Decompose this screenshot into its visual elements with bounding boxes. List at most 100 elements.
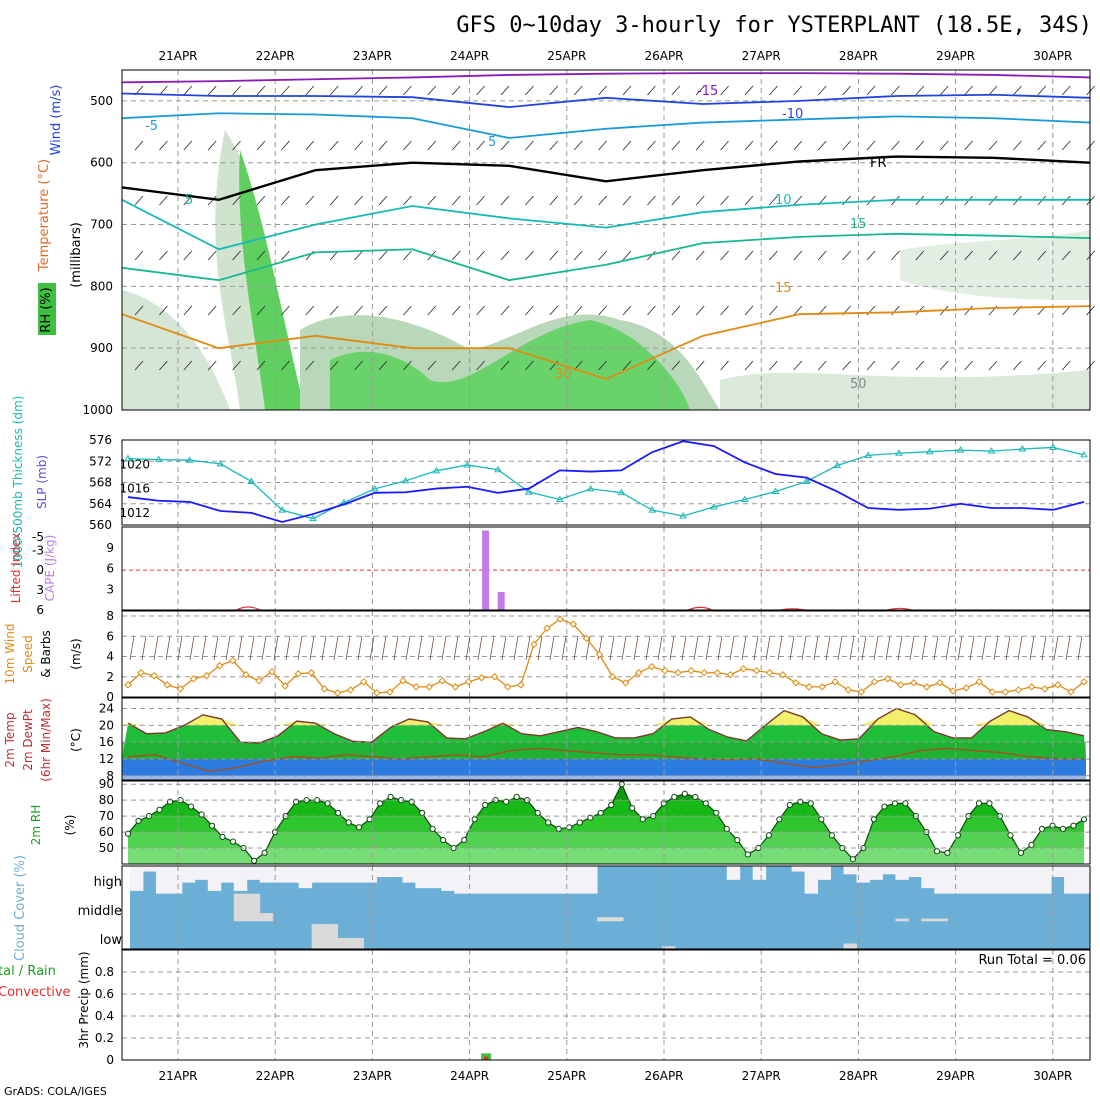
cloud-cell [921, 918, 935, 922]
panel-frame [121, 949, 1091, 1061]
wind-barb [573, 635, 579, 661]
wind-barb [249, 635, 255, 661]
wind-barb [988, 360, 998, 371]
wind-barb [403, 360, 412, 371]
x-tick-label: 24APR [450, 1069, 489, 1083]
rh-marker [671, 793, 678, 801]
wind-barb [354, 250, 363, 261]
wind-speed-marker [936, 679, 944, 687]
wind-barb [329, 305, 339, 316]
wind-barb [1013, 85, 1022, 96]
wind-barb [354, 140, 363, 151]
wind-speed-marker [373, 689, 381, 697]
cloud-cell [895, 918, 909, 922]
wind-barb [621, 635, 627, 661]
thickness-marker [494, 465, 502, 473]
lifted-index-bump [236, 606, 261, 611]
wind-barb [153, 635, 159, 661]
wind-barb [671, 140, 681, 151]
wind-barb [647, 360, 656, 371]
wind-barb [281, 140, 290, 151]
wind-barb [598, 360, 607, 371]
wind-speed-marker [202, 672, 211, 680]
wind-barb [964, 140, 973, 151]
ylabel-rh: RH (%) [39, 287, 54, 332]
wind-barb [1013, 360, 1022, 371]
panel-frame [121, 526, 1091, 611]
isotherm-m15 [121, 72, 1091, 84]
wind-barb [695, 195, 705, 206]
rh-marker [818, 816, 825, 823]
wind-barb [134, 140, 144, 151]
wind-barb [403, 140, 412, 151]
wind-speed-marker [975, 678, 983, 686]
wind-barb [451, 360, 461, 371]
wind-barb [622, 85, 632, 96]
ylabel-wind10m-units: (m/s) [69, 638, 83, 669]
wind-barb [817, 140, 827, 151]
cloud-cell [1064, 866, 1078, 894]
rh-marker [440, 836, 447, 844]
x-axis-bottom: 21APR 22APR 23APR 24APR 25APR 26APR 27APR 28APR… [158, 1069, 1072, 1083]
wind-speed-marker [530, 640, 538, 649]
wind-speed-marker [176, 685, 185, 693]
thickness-marker [463, 460, 472, 468]
thickness-marker [185, 456, 194, 463]
wind-barb [964, 250, 973, 261]
wind-speed-marker [752, 666, 761, 675]
cape-bar [497, 592, 505, 610]
y-tick-label: 16 [99, 735, 114, 749]
wind-speed-marker [635, 669, 643, 677]
cloud-cell [376, 866, 390, 878]
wind-barb [647, 305, 656, 316]
wind-barb [866, 85, 876, 96]
rh-marker [702, 800, 709, 807]
y-tick-label: 60 [99, 825, 114, 839]
y-tick-label: 0.2 [95, 1031, 114, 1045]
cloud-cell [895, 866, 909, 880]
rh-marker [629, 805, 636, 812]
wind-speed-marker [307, 669, 316, 677]
y-tick-label: 572 [89, 454, 112, 468]
wind-speed-marker [674, 669, 682, 677]
rh-marker [734, 836, 741, 844]
panel-frame [121, 780, 1091, 865]
cloud-cell [843, 943, 857, 949]
cloud-cell [999, 866, 1013, 894]
wind-speed-marker [412, 683, 420, 691]
cloud-cell [272, 866, 287, 883]
thickness-marker [617, 488, 626, 496]
wind-barb [769, 140, 778, 151]
wind-barb [549, 140, 559, 151]
wind-speed-marker [556, 615, 564, 623]
wind-speed-marker [320, 685, 329, 693]
panels: 21APR 22APR 23APR 24APR 25APR 26APR 27APR 28APR… [0, 49, 1095, 1083]
thickness-marker [401, 476, 410, 484]
wind-barb [329, 140, 339, 151]
wind-barb [354, 305, 363, 316]
wind-barb [256, 305, 266, 316]
cloud-cell [402, 866, 416, 883]
rh-marker [692, 793, 699, 801]
ylabel-cape: CAPE (J/kg) [43, 535, 57, 602]
wind-speed-marker [1080, 678, 1088, 686]
rh-marker [954, 832, 962, 839]
wind-barb [403, 305, 412, 316]
rh-marker [555, 825, 562, 832]
wind-barb [720, 250, 729, 261]
wind-barb [622, 360, 632, 371]
wind-speed-marker [831, 678, 839, 686]
y-tick-label: 0.6 [95, 987, 114, 1001]
cloud-cell [973, 866, 987, 894]
wind-barb [427, 140, 437, 151]
rh-legend-swatch [38, 283, 56, 335]
wind-barb [681, 635, 687, 661]
cloud-cell [882, 866, 896, 875]
wind-speed-marker [569, 620, 577, 628]
wind-speed-marker [490, 673, 499, 681]
wind-speed-marker [1001, 688, 1010, 696]
x-tick-label: 23APR [353, 49, 392, 63]
wind-barb [741, 635, 747, 661]
wind-barb [1037, 85, 1047, 96]
x-tick-label: 26APR [644, 1069, 683, 1083]
